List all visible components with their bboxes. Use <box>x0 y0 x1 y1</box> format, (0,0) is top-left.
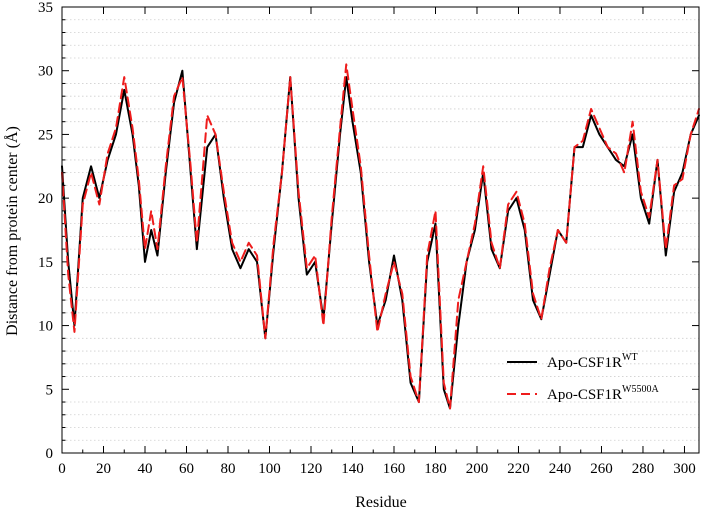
y-tick-label: 0 <box>46 446 54 462</box>
legend: Apo-CSF1RWT Apo-CSF1RW5500A <box>507 352 659 403</box>
legend-label-mutant: Apo-CSF1RW5500A <box>547 384 659 403</box>
x-tick-label: 60 <box>179 461 194 477</box>
series-lines <box>61 63 700 410</box>
legend-label-wt: Apo-CSF1RWT <box>547 352 638 371</box>
x-tick-label: 80 <box>220 461 235 477</box>
x-tick-label: 200 <box>466 461 489 477</box>
gridlines <box>62 19 699 441</box>
x-tick-label: 280 <box>632 461 655 477</box>
legend-label-wt-sup: WT <box>622 352 638 363</box>
x-tick-label: 240 <box>549 461 572 477</box>
series-line-mutant <box>61 63 700 410</box>
y-axis-title: Distance from protein center (Å) <box>3 126 21 336</box>
x-tick-label: 0 <box>58 461 66 477</box>
y-tick-label: 20 <box>38 191 53 207</box>
x-tick-label: 40 <box>137 461 152 477</box>
x-tick-label: 20 <box>96 461 111 477</box>
x-tick-label: 100 <box>258 461 281 477</box>
y-tick-label: 5 <box>46 382 54 398</box>
x-tick-label: 160 <box>383 461 406 477</box>
x-tick-label: 300 <box>673 461 696 477</box>
plot-frame <box>61 6 700 454</box>
legend-label-wt-name: Apo-CSF1R <box>547 355 622 371</box>
x-tick-label: 140 <box>341 461 364 477</box>
y-tick-label: 30 <box>38 64 53 80</box>
x-tick-label: 180 <box>424 461 447 477</box>
axis-ticks <box>61 6 699 454</box>
y-tick-label: 15 <box>38 255 53 271</box>
y-tick-label: 10 <box>38 319 53 335</box>
tick-labels: 0 5 10 15 20 25 30 35 0 20 40 60 80 100 120 140 160 180 20… <box>38 0 696 477</box>
legend-label-mutant-name: Apo-CSF1R <box>547 387 622 403</box>
x-axis-title: Residue <box>355 494 407 511</box>
x-tick-label: 260 <box>590 461 613 477</box>
x-tick-label: 120 <box>300 461 323 477</box>
legend-label-mutant-sup: W5500A <box>622 384 659 395</box>
x-tick-label: 220 <box>507 461 530 477</box>
y-tick-label: 35 <box>38 0 53 16</box>
y-tick-label: 25 <box>38 127 53 143</box>
